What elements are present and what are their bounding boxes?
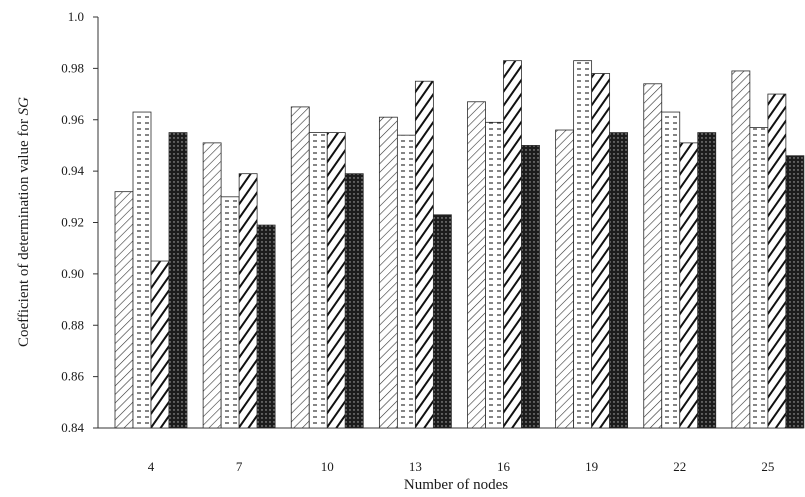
bar-diagonal-thin	[643, 83, 663, 429]
bar-diagonal-thin	[290, 106, 310, 429]
bar-diagonal-bold	[150, 260, 170, 429]
y-tick-label: 0.84	[61, 420, 84, 435]
bar-diagonal-thin	[202, 142, 222, 429]
y-tick-label: 0.86	[61, 369, 84, 384]
x-tick-label: 16	[497, 459, 511, 474]
y-tick-label: 0.96	[61, 112, 84, 127]
bar-dashed-horizontal	[220, 196, 240, 429]
y-axis-title-prefix: Coefficient of determination value for	[16, 115, 32, 347]
bar-dashed-horizontal	[661, 111, 681, 429]
x-tick-label: 10	[321, 459, 334, 474]
bar-diagonal-thin	[378, 116, 398, 429]
bar-diagonal-bold	[503, 60, 522, 429]
y-ticks: 0.84 0.86 0.88 0.90 0.92 0.94 0.96 0.98 1.0	[61, 9, 98, 435]
bar-diagonal-bold	[414, 80, 434, 429]
y-axis-title-variable: SG	[16, 97, 32, 116]
bar-dashed-horizontal	[132, 111, 152, 429]
x-tick-label: 19	[585, 459, 598, 474]
bar-diagonal-bold	[238, 173, 258, 429]
x-tick-label: 7	[236, 459, 243, 474]
bar-dotted-dark	[344, 173, 364, 429]
y-axis-title: Coefficient of determination value for S…	[16, 97, 32, 347]
bar-diagonal-thin	[467, 101, 486, 429]
y-tick-label: 0.92	[61, 215, 84, 230]
y-tick-label: 0.98	[61, 60, 84, 75]
bar-dotted-dark	[432, 214, 452, 429]
x-tick-label: 22	[673, 459, 686, 474]
x-axis-title: Number of nodes	[404, 477, 508, 493]
bar-diagonal-thin	[555, 129, 575, 429]
bar-dotted-dark	[521, 145, 540, 429]
bar-diagonal-thin	[114, 191, 134, 429]
bar-dotted-dark	[168, 132, 188, 429]
x-tick-label: 13	[409, 459, 422, 474]
bar-diagonal-bold	[767, 93, 787, 429]
y-tick-label: 0.94	[61, 163, 84, 178]
bar-dashed-horizontal	[749, 127, 769, 429]
bar-dashed-horizontal	[396, 134, 416, 429]
bar-dotted-dark	[609, 132, 629, 429]
bar-dotted-dark	[785, 155, 805, 429]
bar-diagonal-bold	[679, 142, 699, 429]
y-tick-label: 0.90	[61, 266, 84, 281]
bar-diagonal-thin	[731, 70, 751, 429]
bar-diagonal-bold	[591, 73, 611, 429]
y-tick-label: 1.0	[68, 9, 84, 24]
x-ticks: 4 7 10 13 16 19 22 25	[148, 459, 775, 474]
bar-dashed-horizontal	[308, 132, 328, 429]
x-tick-label: 25	[761, 459, 774, 474]
bar-dashed-horizontal	[573, 60, 593, 429]
x-tick-label: 4	[148, 459, 155, 474]
bars	[114, 60, 805, 429]
bar-dotted-dark	[256, 224, 276, 429]
bar-dashed-horizontal	[485, 121, 504, 429]
bar-dotted-dark	[697, 132, 717, 429]
y-tick-label: 0.88	[61, 317, 84, 332]
bar-diagonal-bold	[326, 132, 346, 429]
